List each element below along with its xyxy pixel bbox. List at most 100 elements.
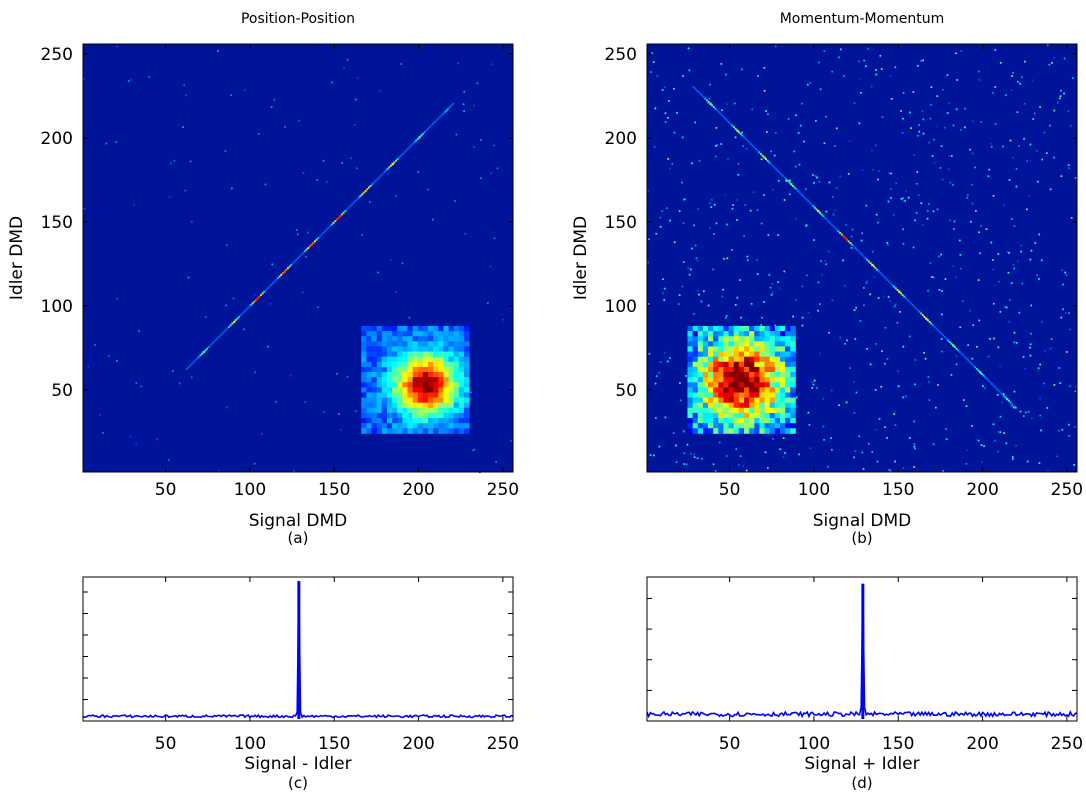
inset-cell [438, 325, 444, 332]
noise-pixel [914, 383, 916, 386]
inset-cell [713, 412, 719, 419]
inset-cell [371, 397, 378, 404]
diagonal-pixel [972, 364, 975, 367]
inset-cell [785, 361, 791, 368]
noise-pixel [875, 69, 877, 71]
inset-cell [692, 392, 699, 398]
diagonal-pixel [908, 300, 911, 303]
noise-pixel [715, 127, 718, 129]
inset-cell [702, 325, 709, 332]
diagonal-pixel [261, 292, 264, 295]
inset-cell [402, 336, 408, 342]
inset-cell [754, 341, 760, 347]
noise-pixel [1013, 390, 1016, 393]
noise-pixel [796, 336, 799, 339]
noise-pixel [905, 190, 907, 193]
diagonal-peak [233, 320, 236, 324]
noise-pixel [970, 220, 972, 223]
noise-pixel [356, 77, 359, 79]
inset-cell [376, 397, 383, 404]
noise-pixel [922, 224, 924, 226]
noise-pixel [1061, 428, 1064, 431]
inset-cell [407, 407, 414, 414]
inset-cell [453, 361, 460, 368]
inset-cell [708, 402, 714, 409]
noise-pixel [706, 102, 709, 104]
inset-cell [433, 351, 439, 358]
noise-pixel [1053, 384, 1056, 386]
noise-pixel [666, 360, 669, 363]
noise-pixel [848, 140, 851, 142]
diagonal-pixel [878, 270, 880, 273]
diagonal-pixel [406, 148, 409, 150]
inset-cell [397, 407, 403, 414]
noise-pixel [1031, 417, 1033, 420]
diagonal-pixel [996, 388, 998, 390]
diagonal-pixel [707, 101, 710, 103]
inset-cell [779, 372, 786, 378]
inset-cell [402, 325, 408, 332]
inset-cell [738, 402, 745, 409]
noise-pixel [671, 162, 674, 165]
x-tick-label: 250 [487, 480, 519, 500]
noise-pixel [830, 389, 833, 392]
x-tick-label: 150 [882, 734, 914, 754]
noise-pixel [1038, 462, 1041, 464]
inset-cell [417, 336, 424, 342]
noise-pixel [859, 320, 862, 322]
noise-pixel [939, 167, 942, 169]
noise-pixel [952, 124, 955, 127]
inset-cell [392, 423, 398, 429]
diagonal-pixel [228, 326, 230, 328]
diagonal-pixel [398, 156, 401, 159]
noise-pixel [944, 76, 947, 79]
diagonal-pixel [194, 359, 197, 362]
noise-pixel [1049, 124, 1051, 127]
noise-pixel [683, 198, 686, 201]
noise-pixel [914, 219, 916, 222]
inset-cell [774, 331, 781, 337]
inset-cell [754, 387, 760, 393]
inset-cell [448, 361, 455, 368]
inset-cell [774, 336, 781, 342]
diagonal-pixel [960, 352, 963, 355]
diagonal-pixel [282, 272, 284, 275]
noise-pixel [997, 394, 999, 396]
inset-cell [417, 402, 424, 409]
inset-cell [376, 325, 383, 332]
inset-cell [738, 331, 745, 337]
noise-pixel [1001, 401, 1003, 404]
inset-cell [738, 382, 745, 388]
inset-cell [785, 341, 791, 347]
inset-cell [381, 407, 388, 414]
diagonal-pixel [351, 203, 353, 206]
diagonal-pixel [440, 114, 443, 117]
inset-cell [708, 418, 714, 424]
noise-pixel [761, 316, 763, 319]
diagonal-pixel [1009, 401, 1012, 404]
noise-pixel [779, 287, 781, 289]
diagonal-pixel [435, 119, 438, 122]
noise-pixel [1016, 111, 1019, 113]
inset-cell [433, 331, 439, 337]
diagonal-pixel [854, 247, 857, 249]
diagonal-pixel [849, 242, 852, 244]
inset-cell [774, 402, 781, 409]
noise-pixel [824, 260, 826, 262]
inset-cell [412, 412, 419, 419]
inset-cell [407, 392, 414, 398]
inset-cell [417, 387, 424, 393]
inset-cell [443, 366, 449, 373]
noise-pixel [964, 107, 966, 110]
noise-pixel [401, 262, 404, 265]
noise-pixel [1058, 429, 1060, 432]
noise-pixel [960, 50, 962, 52]
inset-cell [764, 356, 771, 363]
inset-cell [713, 397, 719, 404]
noise-pixel [661, 89, 664, 91]
diagonal-pixel [916, 309, 919, 312]
noise-pixel [894, 66, 897, 69]
inset-cell [397, 346, 403, 352]
diagonal-pixel [859, 252, 862, 254]
diagonal-peak [364, 190, 367, 193]
